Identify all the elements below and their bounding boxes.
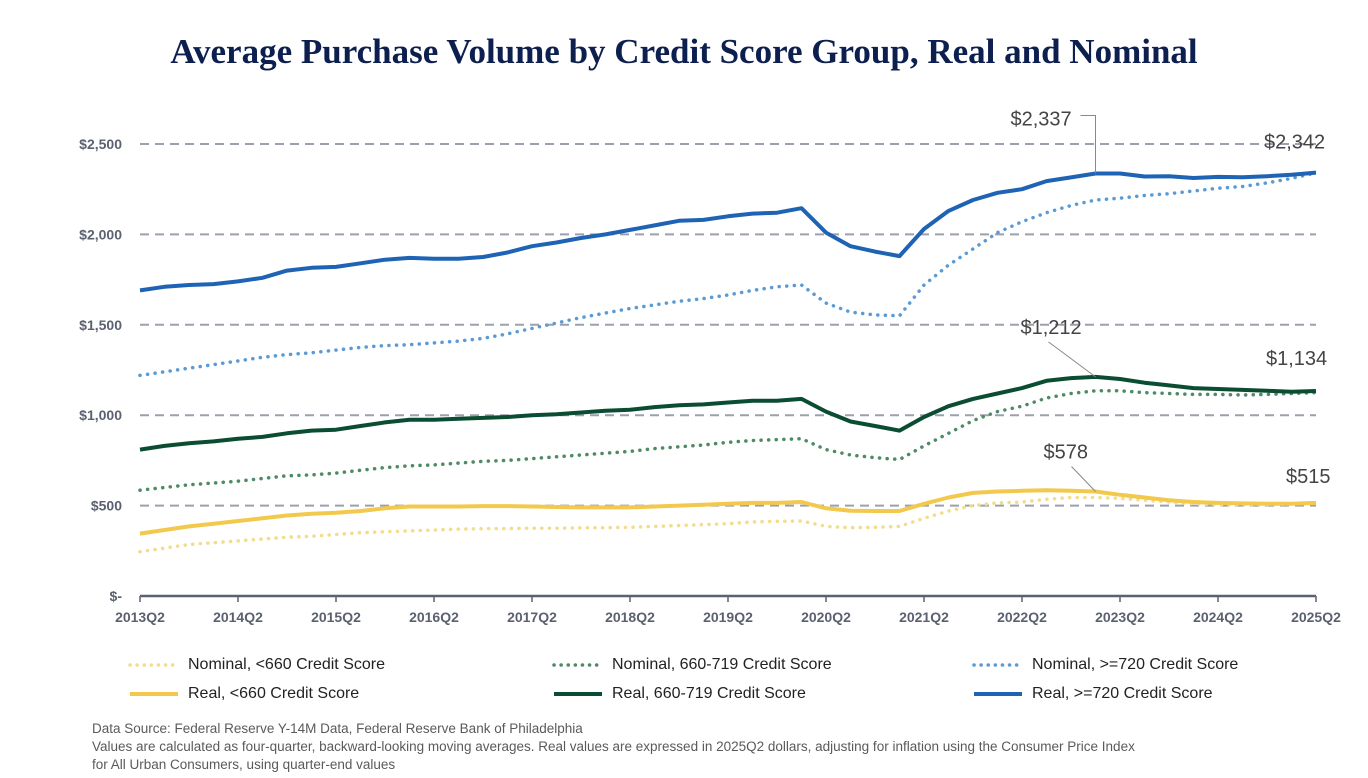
x-tick-label: 2023Q2: [1095, 609, 1145, 625]
legend-swatch: [128, 663, 180, 667]
x-tick-label: 2020Q2: [801, 609, 851, 625]
series-line-5: [139, 170, 1317, 293]
legend-swatch: [552, 663, 604, 667]
data-source-note: Data Source: Federal Reserve Y-14M Data,…: [92, 721, 583, 736]
methodology-note-cont: for All Urban Consumers, using quarter-e…: [92, 757, 396, 772]
legend-item-4: Real, 660-719 Credit Score: [552, 685, 806, 703]
series-line-3: [139, 488, 1317, 536]
x-tick-label: 2016Q2: [409, 609, 459, 625]
series-line-0: [138, 495, 1318, 554]
legend-item-2: Nominal, >=720 Credit Score: [972, 656, 1238, 674]
legend-label: Nominal, 660-719 Credit Score: [612, 656, 832, 673]
legend-label: Real, 660-719 Credit Score: [612, 685, 806, 702]
x-tick-label: 2014Q2: [213, 609, 263, 625]
annotation-leader: [1071, 466, 1096, 492]
x-tick-label: 2018Q2: [605, 609, 655, 625]
annotation-label: $578: [1044, 441, 1089, 463]
y-tick-label: $-: [110, 588, 123, 604]
annotation-label: $1,134: [1266, 348, 1327, 370]
x-tick-label: 2015Q2: [311, 609, 361, 625]
legend-swatch: [554, 692, 602, 696]
x-tick-label: 2013Q2: [115, 609, 165, 625]
legend-label: Nominal, <660 Credit Score: [188, 656, 385, 673]
annotation-label: $2,342: [1264, 132, 1325, 154]
series-line-1: [138, 389, 1318, 492]
legend-swatch: [974, 692, 1022, 696]
annotation-leader: [1080, 114, 1096, 174]
annotation-label: $515: [1286, 466, 1331, 488]
y-tick-label: $1,000: [79, 407, 122, 423]
legend-label: Real, <660 Credit Score: [188, 685, 360, 702]
methodology-note: Values are calculated as four-quarter, b…: [92, 739, 1135, 754]
annotation-leader: [1048, 341, 1096, 378]
legend-label: Real, >=720 Credit Score: [1032, 685, 1213, 702]
x-tick-label: 2025Q2: [1291, 609, 1341, 625]
x-tick-label: 2019Q2: [703, 609, 753, 625]
y-tick-label: $2,500: [79, 136, 122, 152]
y-tick-label: $1,500: [79, 317, 122, 333]
legend-swatch: [972, 663, 1024, 667]
series-line-2: [138, 171, 1318, 378]
legend-item-5: Real, >=720 Credit Score: [972, 685, 1213, 703]
x-tick-label: 2017Q2: [507, 609, 557, 625]
annotation-label: $1,212: [1021, 317, 1082, 339]
legend-label: Nominal, >=720 Credit Score: [1032, 656, 1239, 673]
chart-title: Average Purchase Volume by Credit Score …: [170, 32, 1198, 71]
legend-item-1: Nominal, 660-719 Credit Score: [552, 656, 832, 674]
y-tick-label: $2,000: [79, 226, 122, 242]
series-line-4: [139, 374, 1317, 452]
legend-item-3: Real, <660 Credit Score: [128, 685, 359, 703]
x-tick-label: 2024Q2: [1193, 609, 1243, 625]
x-tick-label: 2021Q2: [899, 609, 949, 625]
legend-item-0: Nominal, <660 Credit Score: [128, 656, 385, 674]
legend-swatch: [130, 692, 178, 696]
x-tick-label: 2022Q2: [997, 609, 1047, 625]
annotation-label: $2,337: [1011, 108, 1072, 130]
y-tick-label: $500: [91, 498, 122, 514]
